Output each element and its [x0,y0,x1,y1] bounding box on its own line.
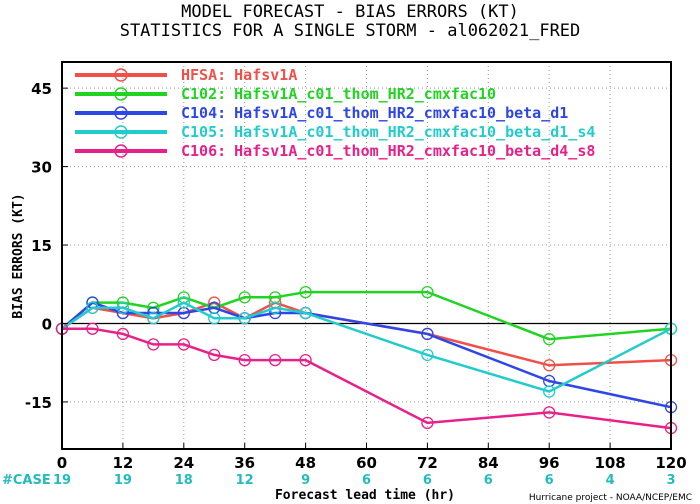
data-point [268,301,282,314]
case-count: 3 [666,473,675,488]
data-point [177,296,190,309]
data-point [147,338,160,351]
legend-series-name: C105: [181,123,226,141]
legend-swatch-marker [114,68,128,82]
legend-swatch-marker [114,144,128,158]
x-tick-label: 96 [539,454,560,472]
legend-entry: HFSA: Hafsv1A [75,66,297,84]
data-point [147,312,160,325]
legend-entry: C105: Hafsv1A_c01_thom_HR2_cmxfac10_beta_… [75,123,595,141]
y-tick-label: 0 [42,315,52,333]
legend-series-name: C104: [181,104,226,122]
data-point [421,416,434,430]
case-count: 19 [53,473,71,488]
legend-series-name: C102: [181,85,226,103]
data-point [116,301,130,314]
data-point [238,291,251,304]
case-count-header: #CASE [2,473,51,488]
case-count: 9 [301,473,310,488]
legend-series-name: HFSA: [181,66,226,84]
legend-swatch-marker [114,106,128,120]
series-lines [55,285,678,435]
x-axis-ticks: 0 12 24 36 48 60 72 84 96 108 120 [57,443,687,472]
data-point [421,285,434,299]
legend-series-desc: Hafsv1A_c01_thom_HR2_cmxfac10_beta_d4_s8 [234,142,595,160]
case-count: 6 [545,473,554,488]
data-point [421,327,434,341]
y-tick-label: 30 [31,159,52,177]
x-tick-label: 24 [173,454,194,472]
data-point [543,385,556,398]
data-point [299,353,312,367]
x-tick-label: 0 [57,454,67,472]
data-point [543,359,556,372]
case-count: 6 [423,473,432,488]
legend-label: C104: Hafsv1A_c01_thom_HR2_cmxfac10_beta_… [181,104,568,122]
data-point [421,348,434,362]
x-tick-label: 60 [356,454,377,472]
x-axis-label: Forecast lead time (hr) [275,488,455,503]
x-tick-label: 36 [234,454,255,472]
case-counts: #CASE 19 19 18 12 9 6 6 6 6 4 3 [2,473,676,488]
data-point [86,322,99,335]
legend-series-desc: Hafsv1A_c01_thom_HR2_cmxfac10 [234,85,496,103]
legend-series-desc: Hafsv1A [234,66,297,84]
x-tick-label: 12 [112,454,133,472]
data-point [299,285,312,299]
chart-title-line1: MODEL FORECAST - BIAS ERRORS (KT) [181,2,519,22]
data-point [543,406,556,419]
legend-label: C105: Hafsv1A_c01_thom_HR2_cmxfac10_beta_… [181,123,595,141]
data-point [208,312,221,325]
legend-series-desc: Hafsv1A_c01_thom_HR2_cmxfac10_beta_d1_s4 [234,123,595,141]
data-point [208,348,221,362]
y-axis-label: BIAS ERRORS (KT) [11,193,26,318]
chart-title-line2: STATISTICS FOR A SINGLE STORM - al062021… [120,21,581,41]
x-tick-label: 48 [295,454,316,472]
data-point [116,327,130,341]
legend-label: C106: Hafsv1A_c01_thom_HR2_cmxfac10_beta_… [181,142,595,160]
credit-text: Hurricane project - NOAA/NCEP/EMC [529,493,692,503]
case-count: 12 [236,473,254,488]
legend-entry: C102: Hafsv1A_c01_thom_HR2_cmxfac10 [75,85,496,103]
data-point [238,353,251,367]
data-point [268,353,282,367]
case-count: 4 [606,473,615,488]
data-point [543,333,556,346]
series-c105 [55,296,678,398]
y-tick-label: 15 [31,237,52,255]
case-count: 19 [114,473,132,488]
x-tick-label: 120 [655,454,686,472]
legend-swatch-marker [114,125,128,139]
x-tick-label: 84 [478,454,499,472]
y-axis-ticks: -15 0 15 30 45 [25,80,68,412]
legend: HFSA: Hafsv1A C102: Hafsv1A_c01_thom_HR2_cm… [75,66,595,160]
x-tick-label: 72 [417,454,438,472]
legend-label: C102: Hafsv1A_c01_thom_HR2_cmxfac10 [181,85,496,103]
series-c102 [55,285,678,346]
data-point [86,301,99,314]
case-count: 6 [484,473,493,488]
series-line [61,290,672,341]
data-point [238,312,251,325]
legend-series-desc: Hafsv1A_c01_thom_HR2_cmxfac10_beta_d1 [234,104,568,122]
grid-lines [62,62,671,449]
legend-series-name: C106: [181,142,226,160]
case-count: 18 [175,473,193,488]
legend-swatch-marker [114,87,128,101]
y-tick-label: -15 [25,394,52,412]
x-tick-label: 108 [594,454,625,472]
y-tick-label: 45 [31,80,52,98]
data-point [299,306,312,320]
case-count: 6 [362,473,371,488]
legend-label: HFSA: Hafsv1A [181,66,297,84]
legend-entry: C104: Hafsv1A_c01_thom_HR2_cmxfac10_beta_… [75,104,568,122]
legend-entry: C106: Hafsv1A_c01_thom_HR2_cmxfac10_beta_… [75,142,595,160]
data-point [177,338,190,351]
